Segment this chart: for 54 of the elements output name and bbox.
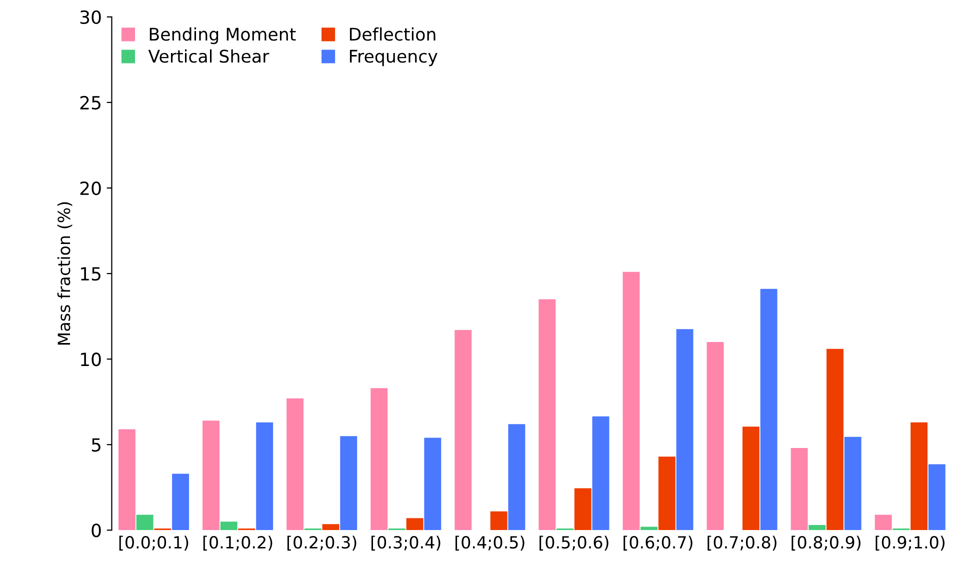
bar: [760, 288, 778, 530]
bar: [538, 299, 556, 530]
y-tick-label: 25: [80, 96, 100, 110]
bar: [928, 464, 946, 530]
x-tick-label: [0.0;0.1): [119, 536, 188, 551]
x-tick-label: [0.1;0.2): [203, 536, 272, 551]
bar: [136, 514, 154, 530]
bar: [826, 348, 844, 530]
legend-label: Vertical Shear: [148, 49, 270, 63]
x-tick-label: [0.4;0.5): [456, 536, 524, 551]
bar: [340, 436, 358, 530]
bar: [844, 436, 862, 530]
x-tick-label: [0.8;0.9): [792, 536, 860, 551]
x-tick-label: [0.3;0.4): [371, 536, 440, 551]
bar: [706, 342, 724, 530]
legend-label: Bending Moment: [150, 27, 296, 44]
bar: [490, 511, 508, 530]
bar: [808, 525, 826, 530]
bar: [592, 416, 610, 530]
bar: [424, 438, 442, 530]
legend-label: Frequency: [350, 50, 438, 66]
y-tick-label: 10: [81, 352, 101, 366]
y-tick-label: 30: [80, 10, 101, 24]
x-tick-label: [0.7;0.8): [708, 536, 776, 551]
bar: [874, 514, 892, 530]
bar: [256, 422, 274, 530]
bar: [286, 398, 304, 530]
bar: [118, 429, 136, 530]
x-tick-label: [0.9;1.0): [876, 536, 944, 551]
x-tick-label: [0.6;0.7): [624, 536, 692, 551]
bar: [658, 456, 676, 530]
bar: [640, 526, 658, 530]
y-tick-label: 0: [92, 524, 101, 538]
bar: [508, 424, 526, 530]
bar: [202, 420, 220, 530]
y-tick-label: 20: [80, 181, 101, 196]
legend-label: Deflection: [350, 27, 436, 41]
bar: [406, 518, 424, 530]
x-tick-label: [0.2;0.3): [287, 536, 356, 551]
bar: [790, 448, 808, 530]
bar: [454, 330, 472, 530]
y-axis-title: Mass fraction (%): [57, 202, 72, 345]
y-tick-label: 5: [92, 438, 100, 452]
bar: [574, 488, 592, 530]
y-tick-label: 15: [81, 267, 100, 281]
bar: [676, 329, 694, 530]
bar: [622, 272, 640, 530]
bar: [220, 522, 238, 530]
bar: [370, 388, 388, 530]
bar: [910, 422, 928, 530]
bar: [742, 426, 760, 530]
bar: [322, 524, 340, 530]
bar: [172, 474, 190, 530]
x-tick-label: [0.5;0.6): [540, 536, 608, 551]
